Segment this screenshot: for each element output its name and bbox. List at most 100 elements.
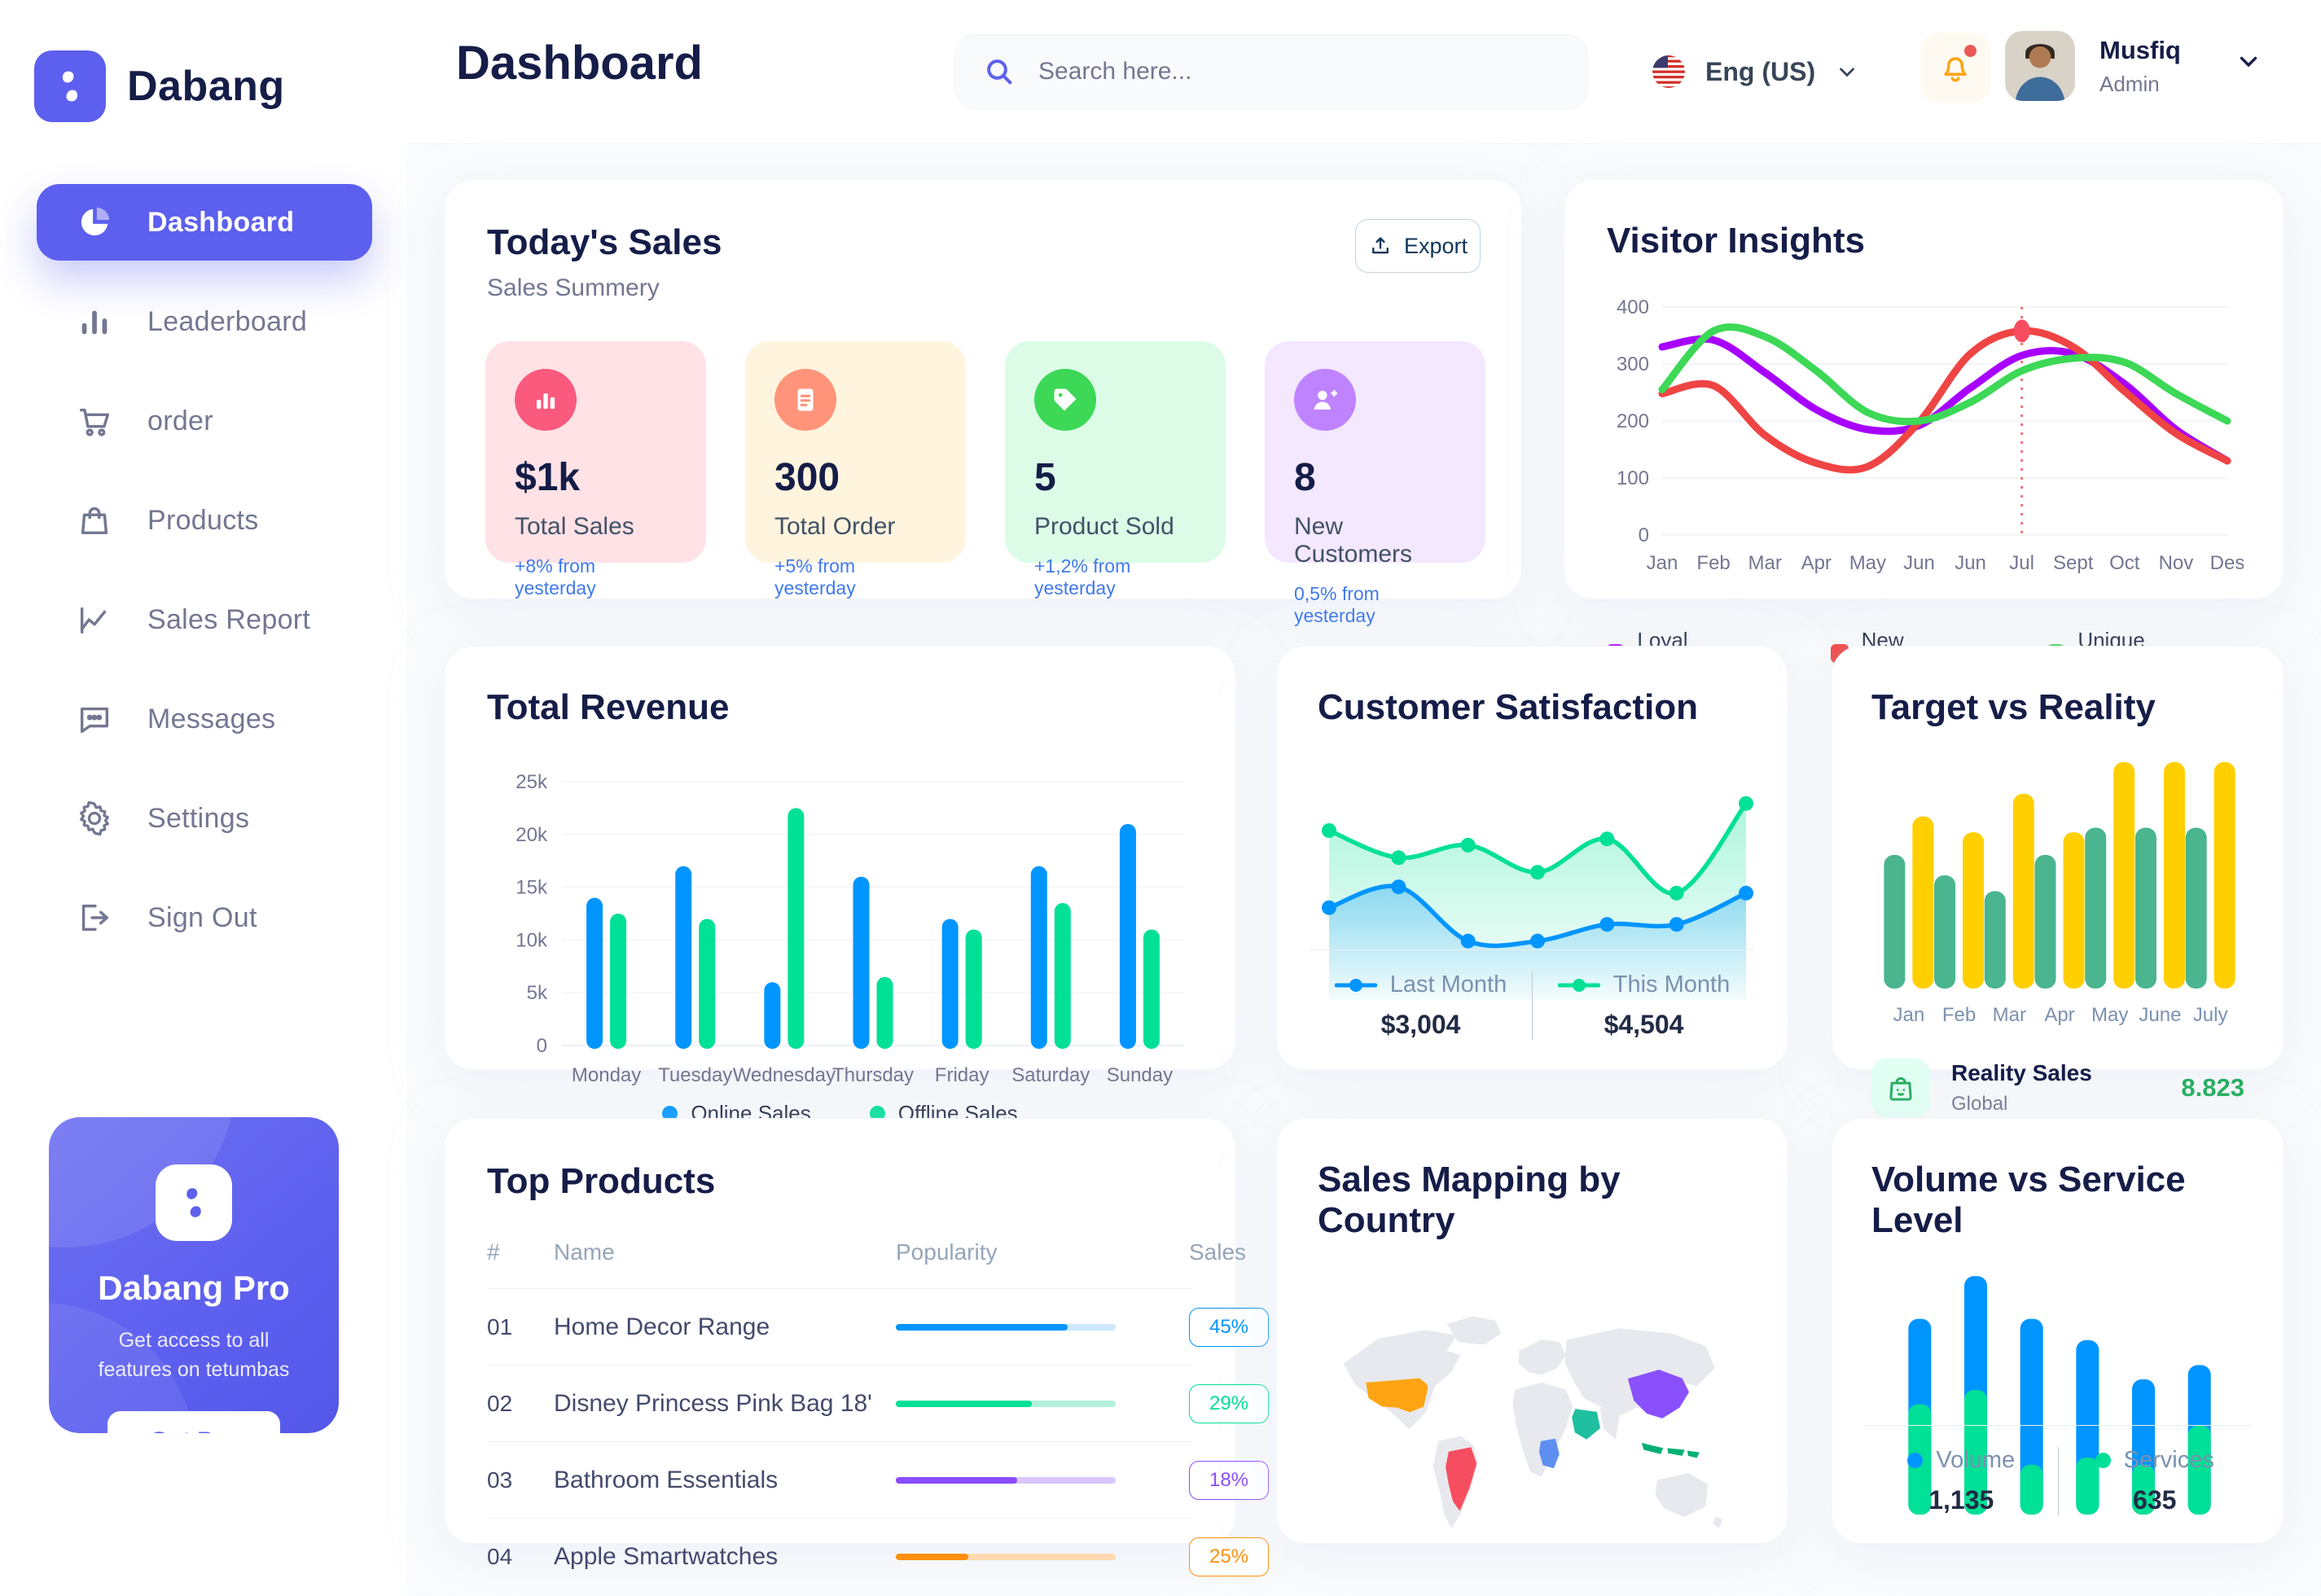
sidebar-item-products[interactable]: Products	[37, 482, 372, 559]
brand-name: Dabang	[127, 63, 285, 110]
sidebar-item-leaderboard[interactable]: Leaderboard	[37, 283, 372, 360]
svg-text:Apr: Apr	[2044, 1004, 2074, 1026]
svg-text:Mar: Mar	[1748, 552, 1782, 574]
sales-badge: 18%	[1189, 1460, 1269, 1500]
language-label: Eng (US)	[1705, 56, 1816, 86]
user-chevron-down-icon[interactable]	[2235, 47, 2262, 75]
brand: Dabang	[34, 50, 285, 122]
pro-description: Get access to all features on tetumbas	[98, 1329, 290, 1382]
volume-vs-service-title: Volume vs Service Level	[1871, 1160, 2186, 1240]
product-name: Home Decor Range	[554, 1313, 770, 1340]
table-row[interactable]: 02 Disney Princess Pink Bag 18' 29%	[487, 1366, 1269, 1442]
chevron-down-icon	[1835, 59, 1859, 84]
legend-row: Last Month	[1310, 971, 1532, 998]
svg-text:Jul: Jul	[2009, 552, 2034, 574]
svg-text:300: 300	[1617, 353, 1649, 375]
table-row[interactable]: 04 Apple Smartwatches 25%	[487, 1519, 1269, 1594]
target-vs-reality-title: Target vs Reality	[1871, 687, 2156, 727]
svg-text:0: 0	[1639, 524, 1649, 546]
map-new-zealand	[1713, 1516, 1723, 1528]
target-vs-reality-card: Target vs Reality Jan Feb Mar Apr May June Jul…	[1832, 646, 2284, 1197]
svg-text:20k: 20k	[516, 824, 548, 846]
legend-label: Volume	[1936, 1447, 2016, 1473]
sidebar-item-dashboard[interactable]: Dashboard	[37, 184, 372, 261]
customer-satisfaction-footer: Last Month $3,004 This Month $4,504	[1310, 949, 1755, 1040]
sidebar-item-order[interactable]: order	[37, 383, 372, 459]
stat-card-new-customers[interactable]: 8 New Customers 0,5% from yesterday	[1265, 341, 1485, 626]
sidebar-item-label: order	[147, 405, 213, 436]
map-australia	[1655, 1473, 1709, 1517]
table-row[interactable]: 01 Home Decor Range 45%	[487, 1289, 1269, 1366]
line-dot-icon	[1334, 977, 1377, 993]
product-name: Bathroom Essentials	[554, 1466, 779, 1493]
legend-label: This Month	[1612, 971, 1731, 998]
sales-badge: 29%	[1189, 1383, 1269, 1423]
search-box[interactable]	[954, 34, 1588, 109]
stat-value: 300	[774, 456, 840, 499]
svg-text:May: May	[1849, 552, 1886, 574]
stat-label: Total Order	[774, 513, 896, 540]
world-map	[1343, 1316, 1723, 1528]
stat-card-product-sold[interactable]: 5 Product Sold +1,2% from yesterday	[1005, 341, 1226, 598]
svg-text:Oct: Oct	[2109, 552, 2140, 574]
user-block[interactable]: Musfiq Admin	[2099, 36, 2181, 97]
export-button[interactable]: Export	[1355, 219, 1481, 273]
svg-text:Jan: Jan	[1893, 1004, 1925, 1026]
tag-icon	[1034, 369, 1096, 431]
customer-satisfaction-card: Customer Satisfaction Last Month $3,004 Th…	[1276, 646, 1788, 1070]
avatar[interactable]	[2005, 31, 2075, 101]
product-rank: 03	[487, 1467, 513, 1493]
volume-legend-services: Services 635	[2057, 1447, 2252, 1515]
product-name: Disney Princess Pink Bag 18'	[554, 1389, 872, 1417]
legend-label: Last Month	[1389, 971, 1507, 998]
column-header-num: #	[487, 1239, 500, 1265]
svg-text:Monday: Monday	[572, 1064, 641, 1086]
stat-card-total-sales[interactable]: $1k Total Sales +8% from yesterday	[485, 341, 706, 598]
sidebar-nav: Dashboard Leaderboard order Products Sales R…	[37, 184, 372, 979]
svg-text:Jan: Jan	[1647, 552, 1678, 574]
language-selector[interactable]: Eng (US)	[1652, 39, 1859, 104]
popularity-fill	[896, 1476, 1017, 1484]
column-header-name: Name	[554, 1239, 615, 1265]
map-china	[1627, 1370, 1689, 1418]
table-row[interactable]: 03 Bathroom Essentials 18%	[487, 1442, 1269, 1519]
svg-text:Nov: Nov	[2159, 552, 2194, 574]
svg-text:10k: 10k	[516, 929, 548, 951]
legend-value: 635	[2133, 1485, 2177, 1515]
svg-text:5k: 5k	[527, 982, 548, 1004]
visitor-insights-card: Visitor Insights 0 100 200 300 400 Jan Feb Mar A…	[1564, 179, 2284, 677]
sign-out-icon	[76, 899, 113, 936]
legend-row: Services	[2059, 1447, 2252, 1474]
stat-value: 5	[1034, 456, 1056, 499]
footer-text: Reality Sales Global	[1951, 1060, 2181, 1116]
sidebar-item-sales-report[interactable]: Sales Report	[37, 581, 372, 658]
svg-text:Sept: Sept	[2053, 552, 2094, 574]
map-india	[1599, 1407, 1621, 1440]
sidebar-item-sign-out[interactable]: Sign Out	[37, 879, 372, 956]
product-rank: 01	[487, 1313, 513, 1340]
todays-sales-title: Today's Sales	[487, 222, 722, 262]
volume-legend-volume: Volume 1,135	[1865, 1447, 2058, 1515]
bag-icon	[1871, 1059, 1930, 1117]
search-input[interactable]	[1037, 57, 1560, 86]
sales-mapping-title: Sales Mapping by Country	[1318, 1160, 1621, 1240]
stat-note: 0,5% from yesterday	[1294, 583, 1380, 626]
pro-card: Dabang Pro Get access to all features on…	[49, 1117, 339, 1433]
get-pro-button[interactable]: Get Pro	[107, 1410, 280, 1433]
order-icon	[76, 402, 113, 440]
todays-sales-card: Today's Sales Sales Summery Export $1k To…	[444, 179, 1522, 626]
search-icon	[983, 55, 1016, 88]
svg-text:15k: 15k	[516, 877, 548, 899]
stat-card-total-order[interactable]: 300 Total Order +5% from yesterday	[745, 341, 966, 598]
sidebar-item-label: Messages	[147, 703, 276, 734]
svg-text:July: July	[2193, 1004, 2228, 1026]
notification-button[interactable]	[1920, 33, 1990, 103]
sidebar-item-settings[interactable]: Settings	[37, 780, 372, 857]
visitor-insights-chart: 0 100 200 300 400 Jan Feb Mar Apr May Jun Jun Jul Sep…	[1607, 284, 2244, 612]
map-indonesia	[1641, 1442, 1700, 1458]
svg-text:Sunday: Sunday	[1107, 1064, 1173, 1086]
us-flag-icon	[1652, 55, 1686, 89]
sidebar-item-messages[interactable]: Messages	[37, 681, 372, 757]
map-asia	[1564, 1328, 1715, 1417]
svg-text:Wednesday: Wednesday	[733, 1064, 836, 1086]
